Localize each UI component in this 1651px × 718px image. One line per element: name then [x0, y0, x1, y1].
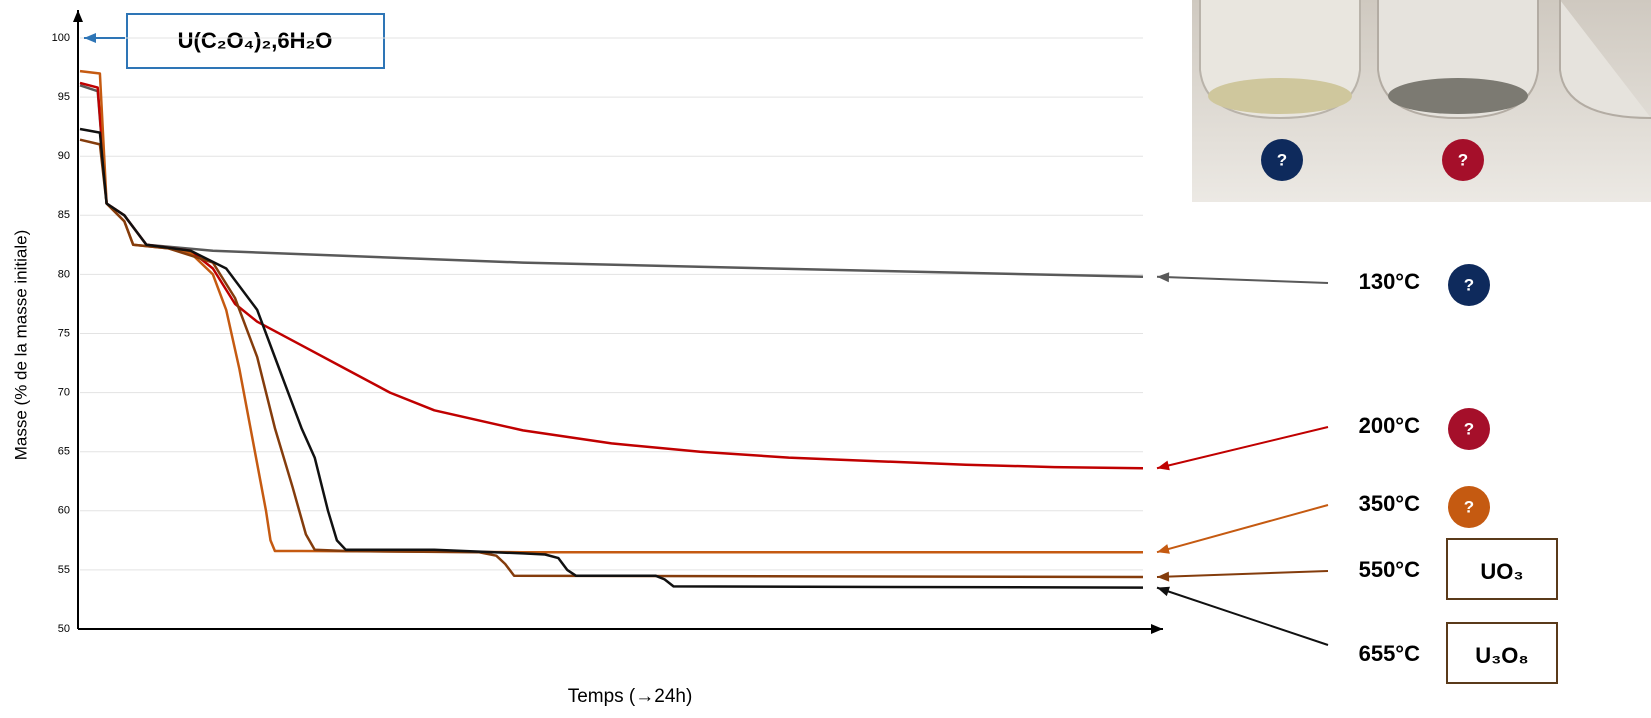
y-tick-label: 65: [58, 446, 70, 458]
series-arrow-head: [1157, 544, 1170, 554]
product-label: ?: [1464, 419, 1474, 438]
y-tick-label: 75: [58, 327, 70, 339]
y-tick-label: 60: [58, 505, 70, 517]
y-tick-label: 80: [58, 268, 70, 280]
y-axis-head: [73, 10, 83, 22]
product-label: U₃O₈: [1475, 643, 1528, 668]
data-line: [79, 138, 1144, 579]
x-axis-head: [1151, 624, 1163, 634]
product-box: [1446, 538, 1558, 600]
y-tick-label: 55: [58, 564, 70, 576]
y-tick-label: 50: [58, 623, 70, 635]
photo-marker-label: ?: [1458, 150, 1468, 169]
series-arrow: [1156, 504, 1329, 554]
x-axis-label: Temps (→24h): [568, 686, 693, 707]
product-marker: [1448, 264, 1490, 306]
series-label: 200°C: [1359, 413, 1421, 438]
series-label: 130°C: [1359, 269, 1421, 294]
series-arrow-head: [1157, 272, 1170, 283]
photo-marker: [1442, 139, 1484, 181]
data-line: [79, 81, 1144, 470]
product-label: UO₃: [1480, 559, 1523, 584]
series-arrow: [1156, 586, 1329, 646]
product-box: [1446, 622, 1558, 684]
product-label: ?: [1464, 497, 1474, 516]
data-line: [79, 127, 1144, 589]
photo-marker-label: ?: [1277, 150, 1287, 169]
photo-marker: [1261, 139, 1303, 181]
product-marker: [1448, 408, 1490, 450]
series-arrow-head: [1157, 571, 1170, 582]
y-tick-label: 95: [58, 91, 70, 103]
data-line: [79, 84, 1144, 279]
y-axis-label: Masse (% de la masse initiale): [11, 230, 30, 461]
series-label: 350°C: [1359, 491, 1421, 516]
photo: [1192, 0, 1651, 202]
series-arrow-head: [1157, 460, 1170, 471]
series-arrow: [1156, 570, 1329, 578]
series-arrow: [1156, 426, 1329, 470]
series-label: 550°C: [1359, 557, 1421, 582]
formula-arrow-head: [84, 33, 96, 43]
product-marker: [1448, 486, 1490, 528]
y-tick-label: 90: [58, 150, 70, 162]
formula-box: [126, 13, 385, 69]
series-arrow: [1156, 275, 1329, 284]
series-label: 655°C: [1359, 641, 1421, 666]
formula: U(C₂O₄)₂,6H₂O: [178, 28, 333, 53]
y-tick-label: 70: [58, 387, 70, 399]
product-label: ?: [1464, 275, 1474, 294]
y-tick-label: 100: [52, 32, 70, 44]
series-arrow-head: [1157, 586, 1170, 597]
y-tick-label: 85: [58, 209, 70, 221]
